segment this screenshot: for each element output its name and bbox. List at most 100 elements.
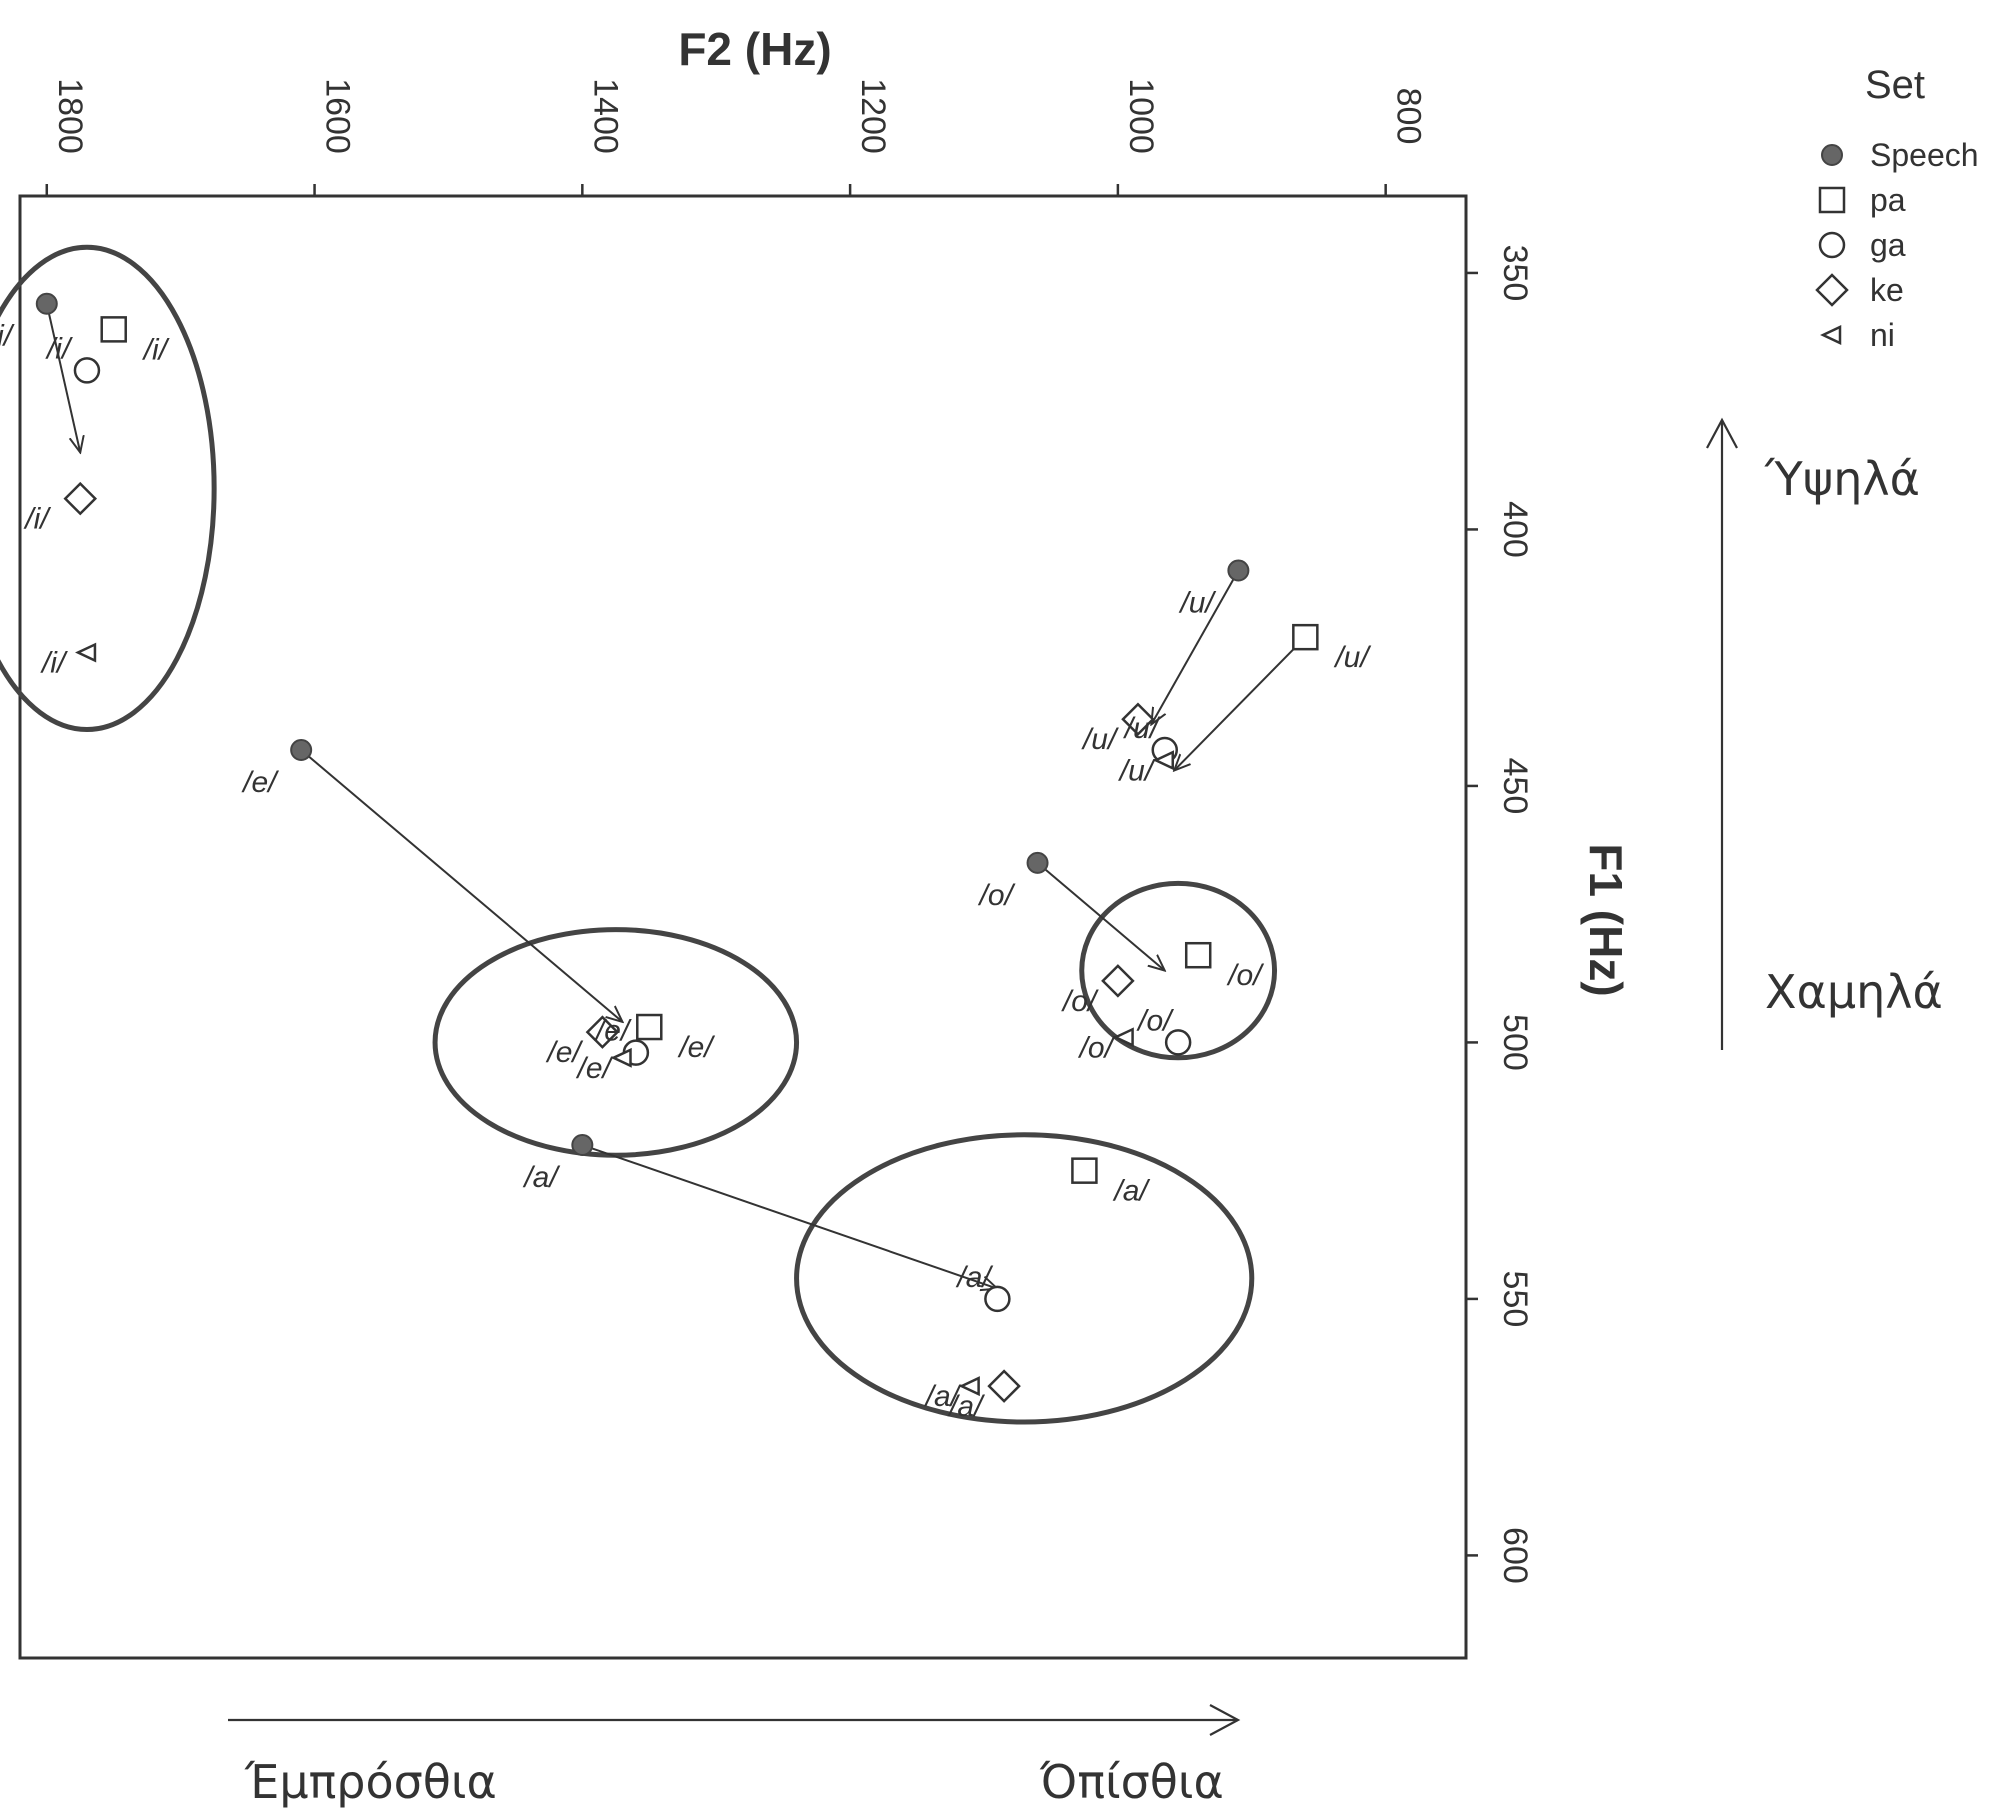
ke-marker — [1121, 702, 1155, 737]
shift-arrow — [300, 749, 622, 1022]
vowel-label: /o/ — [978, 879, 1016, 912]
ke-marker — [1101, 964, 1135, 998]
vowel-label: /a/ — [522, 1161, 560, 1194]
pa-marker — [1184, 941, 1212, 969]
y-axis-title: F1 (Hz) — [1580, 843, 1632, 996]
cluster-ellipse — [1079, 880, 1278, 1061]
legend-pa-label: pa — [1870, 182, 1906, 218]
speech-marker — [1227, 559, 1250, 582]
legend-ke-marker — [1815, 273, 1849, 307]
vowel-label: /e/ — [241, 766, 279, 799]
vowel-label: /a/ — [924, 1380, 962, 1413]
y-tick-label: 400 — [1496, 501, 1534, 558]
vowel-label: /e/ — [677, 1031, 715, 1064]
x-tick-label: 1000 — [1122, 78, 1160, 154]
ga-marker — [1164, 1029, 1192, 1056]
shift-arrow — [1174, 636, 1307, 770]
vowel-label: /u/ — [1123, 712, 1161, 745]
high-label: Ύψηλά — [1764, 452, 1920, 506]
cluster-ellipse — [432, 927, 800, 1158]
x-tick-label: 800 — [1390, 88, 1428, 145]
direction-vertical: Ύψηλά Χαμηλά — [1706, 417, 1943, 1050]
legend-pa-marker — [1818, 186, 1846, 214]
cluster-ellipse — [0, 244, 217, 732]
front-label: Έμπρόσθια — [244, 1755, 497, 1809]
cluster-ellipse — [794, 1132, 1255, 1425]
ga-marker — [984, 1285, 1011, 1313]
legend-ni-label: ni — [1870, 317, 1895, 353]
speech-marker — [1026, 851, 1049, 874]
vowel-label: /o/ — [1061, 985, 1099, 1018]
speech-marker — [35, 292, 58, 315]
vowel-label: /u/ — [1333, 641, 1371, 674]
ni-marker — [610, 1047, 632, 1068]
vowel-label: /a/ — [947, 1390, 985, 1423]
vowel-label: /i/ — [40, 647, 68, 680]
legend-title: Set — [1865, 63, 1925, 107]
x-tick-label: 1400 — [586, 78, 624, 154]
vowel-label: /u/ — [1081, 723, 1119, 756]
shift-arrow — [45, 303, 80, 453]
legend-speech-marker — [1821, 144, 1843, 166]
vowel-label: /e/ — [594, 1015, 632, 1048]
vowel-label: /i/ — [45, 332, 73, 365]
x-axis-ticks: 1800 1600 1400 1200 1000 800 — [45, 78, 1428, 196]
ke-marker — [63, 481, 98, 516]
pa-marker — [100, 316, 127, 343]
vowel-label: /a/ — [955, 1261, 993, 1294]
y-tick-label: 500 — [1496, 1014, 1534, 1071]
ga-marker — [73, 357, 101, 384]
vowel-label: /i/ — [23, 503, 51, 536]
pa-marker — [1292, 623, 1319, 651]
ni-marker — [1112, 1027, 1134, 1048]
pa-marker — [1071, 1157, 1098, 1184]
legend-ke-label: ke — [1870, 272, 1904, 308]
vowel-label: /e/ — [545, 1036, 583, 1069]
back-label: Όπίσθια — [1039, 1755, 1224, 1809]
low-label: Χαμηλά — [1765, 965, 1943, 1019]
high-low-arrow-head — [1706, 417, 1738, 449]
legend-ni-marker — [1820, 325, 1842, 345]
vowel-label: /i/ — [142, 333, 170, 366]
legend: Set Speech pa ga ke ni — [1815, 63, 1979, 353]
plot-frame — [18, 194, 1468, 1660]
vowel-labels: /i//e//a//o//u//i//e//a//o//u//i//e//a//… — [0, 320, 1371, 1423]
vowel-clusters — [0, 244, 1278, 1425]
pa-marker — [636, 1013, 663, 1041]
shift-arrow — [1151, 569, 1240, 724]
vowel-label: /o/ — [1136, 1004, 1174, 1037]
ni-marker — [1152, 750, 1174, 771]
legend-ga-marker — [1818, 231, 1846, 259]
y-axis-ticks: 350 400 450 500 550 600 — [1466, 245, 1534, 1584]
vowel-label: /i/ — [0, 320, 15, 353]
legend-speech-label: Speech — [1870, 137, 1979, 173]
ke-marker — [585, 1015, 620, 1049]
vowel-label: /a/ — [1112, 1175, 1150, 1208]
data-points — [35, 292, 1319, 1403]
y-tick-label: 550 — [1496, 1271, 1534, 1328]
speech-marker — [571, 1134, 594, 1157]
x-tick-label: 1800 — [51, 78, 89, 154]
y-tick-label: 350 — [1496, 245, 1534, 302]
x-tick-label: 1200 — [854, 78, 892, 154]
front-back-arrow-head — [1209, 1704, 1241, 1736]
shift-arrow — [1036, 862, 1165, 971]
vowel-label: /o/ — [1226, 959, 1264, 992]
shift-arrows — [45, 303, 1307, 1289]
y-tick-label: 600 — [1496, 1527, 1534, 1584]
speech-marker — [290, 739, 313, 762]
vowel-label: /u/ — [1178, 586, 1216, 619]
x-tick-label: 1600 — [319, 78, 357, 154]
x-axis-title: F2 (Hz) — [678, 23, 831, 75]
legend-ga-label: ga — [1870, 227, 1906, 263]
ni-marker — [75, 642, 97, 663]
shift-arrow — [582, 1144, 997, 1289]
ni-marker — [958, 1376, 980, 1397]
direction-horizontal: Έμπρόσθια Όπίσθια — [228, 1704, 1241, 1809]
vowel-label: /u/ — [1118, 754, 1156, 787]
y-tick-label: 450 — [1496, 758, 1534, 815]
vowel-label: /o/ — [1078, 1031, 1116, 1064]
vowel-label: /e/ — [576, 1052, 614, 1085]
ke-marker — [987, 1369, 1021, 1403]
